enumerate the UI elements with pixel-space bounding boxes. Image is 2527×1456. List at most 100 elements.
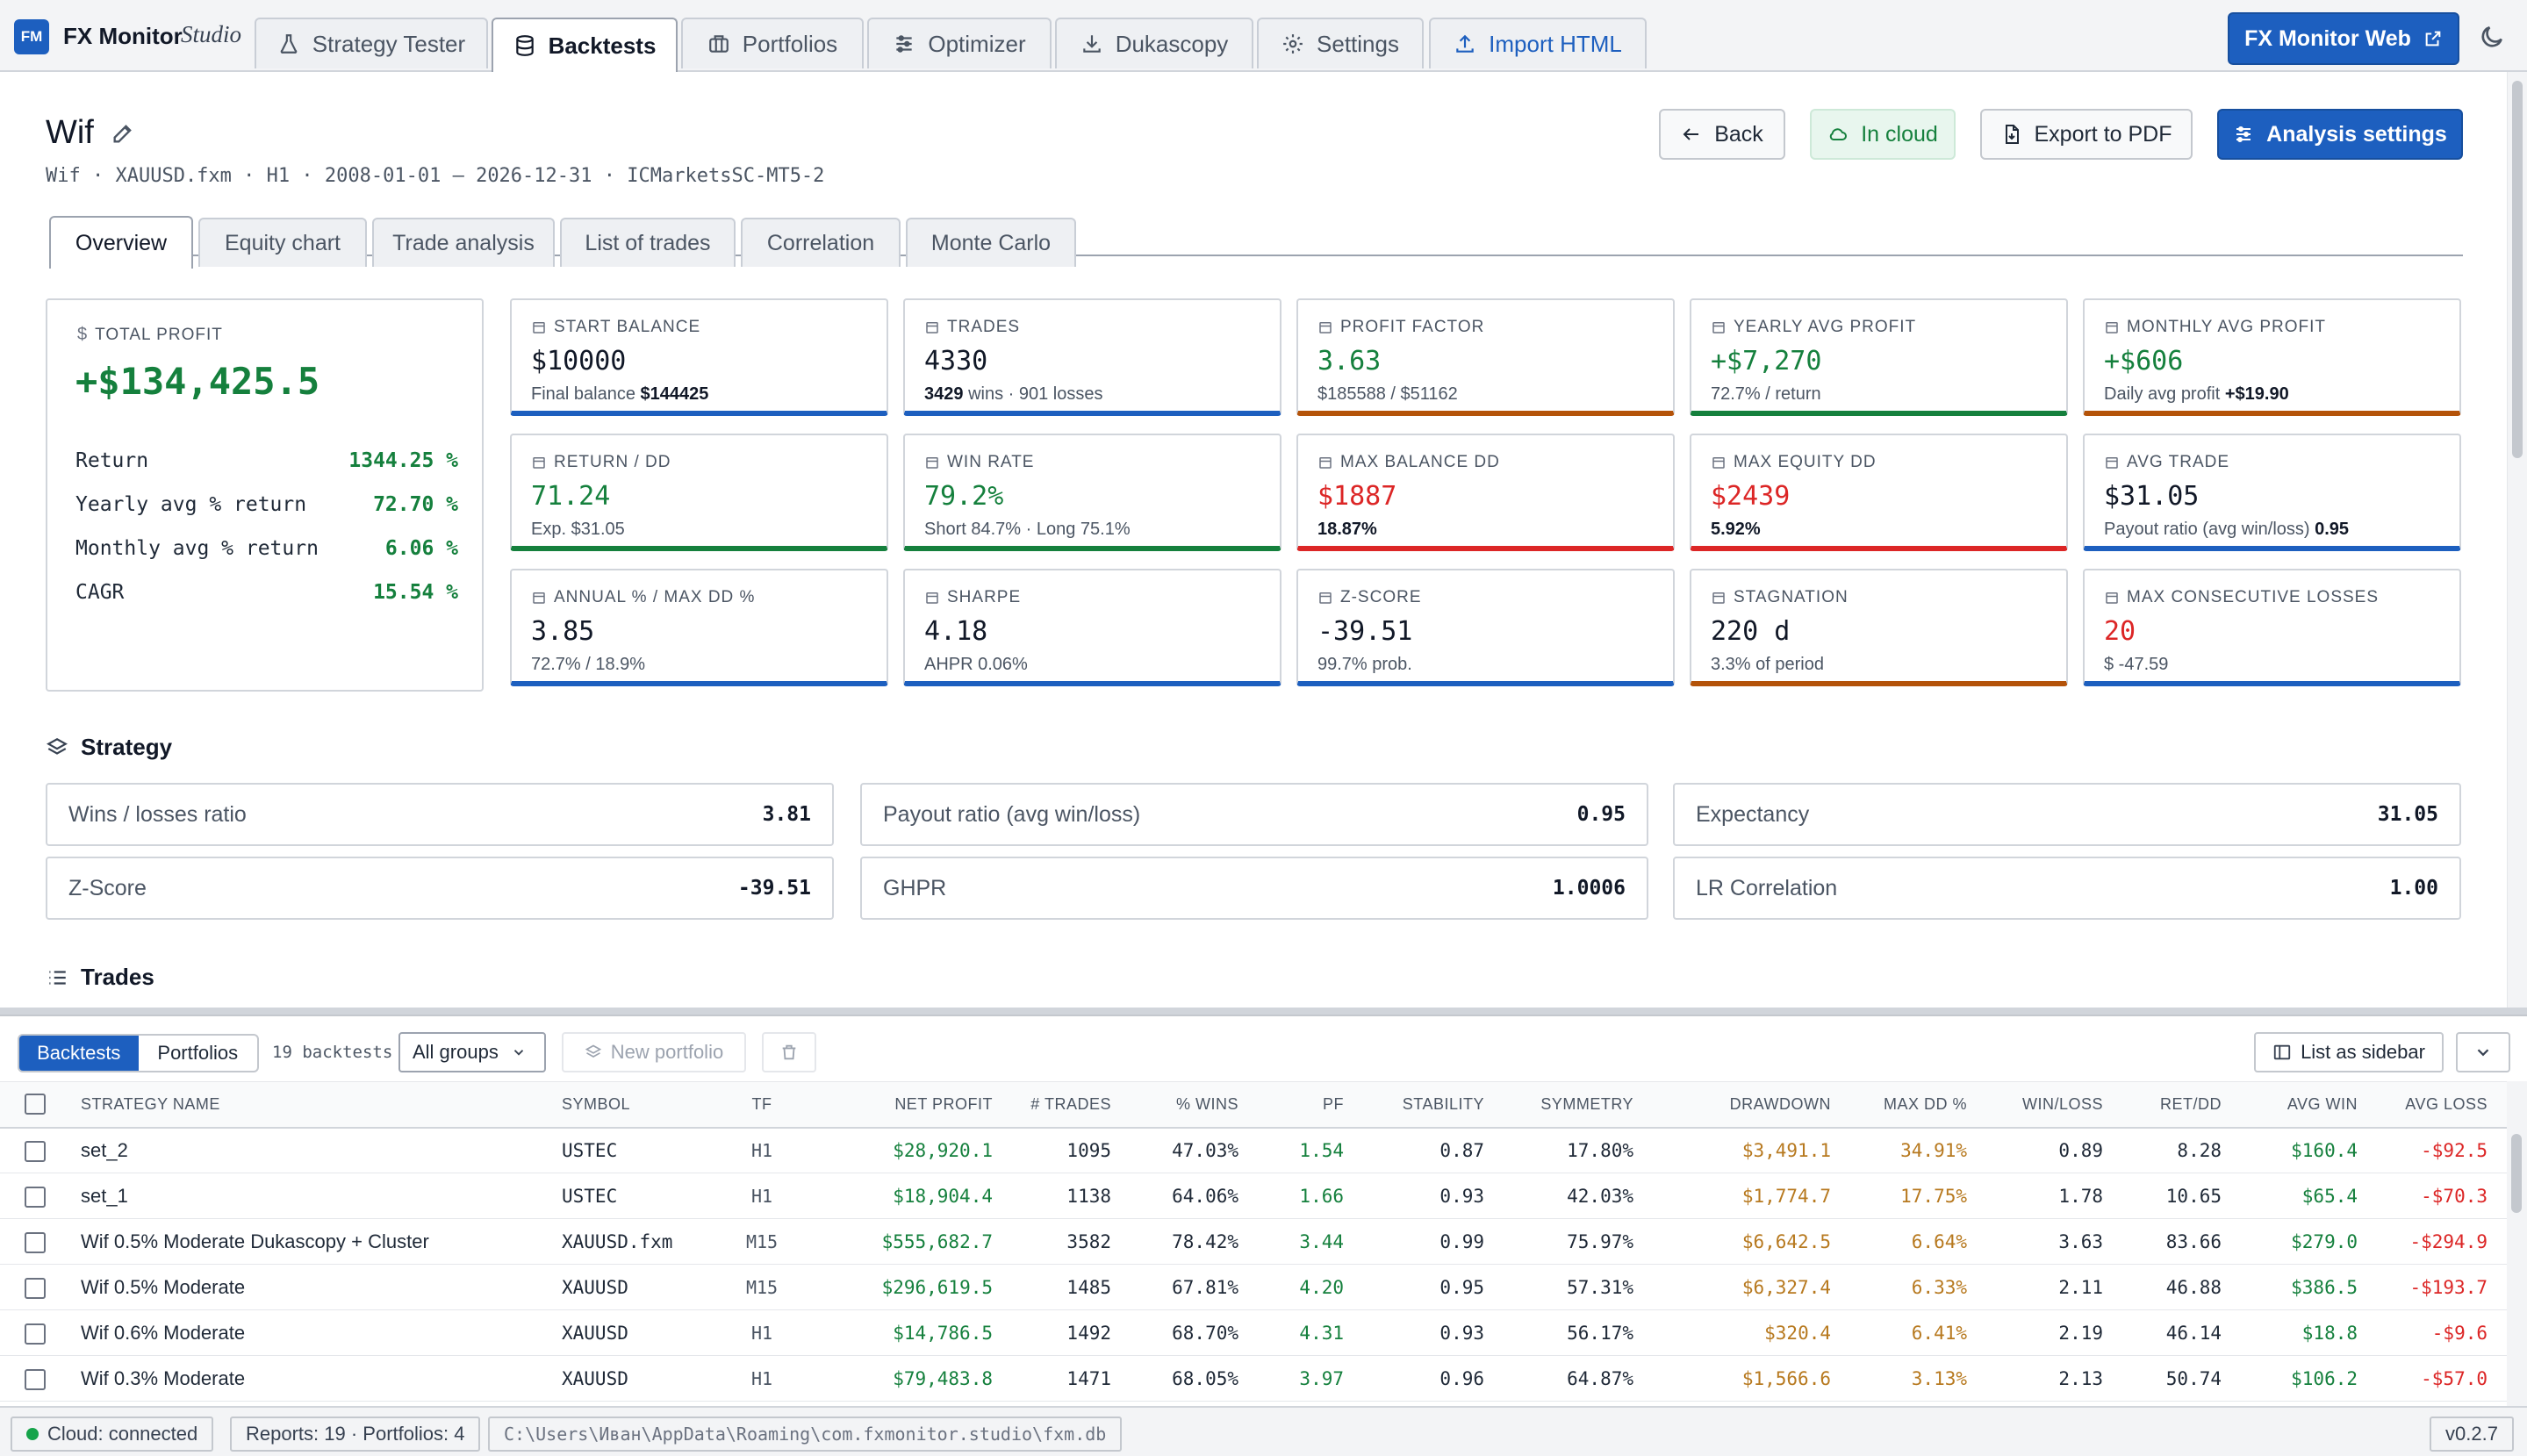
column-header[interactable]: WIN/LOSS bbox=[1986, 1081, 2122, 1129]
return-dd-card: RETURN / DD 71.24 Exp. $31.05 bbox=[510, 434, 888, 551]
table-row[interactable]: set_1 USTEC H1 $18,904.4 1138 64.06% 1.66 0.93 4… bbox=[0, 1173, 2507, 1219]
database-icon bbox=[515, 35, 534, 56]
column-header[interactable]: AVG LOSS bbox=[2377, 1081, 2507, 1129]
strategy-stat: Z-Score -39.51 bbox=[46, 857, 834, 920]
strategy-stat: LR Correlation 1.00 bbox=[1673, 857, 2461, 920]
tab-strategy-tester[interactable]: Strategy Tester bbox=[255, 18, 488, 68]
table-row[interactable]: set_2 USTEC H1 $28,920.1 1095 47.03% 1.54 0.87 1… bbox=[0, 1127, 2507, 1173]
table-cell: 17.75% bbox=[1850, 1173, 1986, 1219]
metric-value: 220 d bbox=[1711, 616, 1791, 647]
column-header[interactable]: MAX DD % bbox=[1850, 1081, 1986, 1129]
row-checkbox[interactable] bbox=[25, 1368, 46, 1390]
column-header[interactable]: STRATEGY NAME bbox=[70, 1081, 551, 1129]
metric-value: 4.18 bbox=[924, 616, 988, 647]
table-scrollbar[interactable] bbox=[2507, 1081, 2527, 1408]
page-title: Wif bbox=[46, 114, 94, 151]
subtab-monte-carlo[interactable]: Monte Carlo bbox=[906, 218, 1076, 267]
segment-backtests[interactable]: Backtests bbox=[19, 1036, 139, 1071]
metric-label: SHARPE bbox=[924, 588, 1021, 607]
tab-optimizer[interactable]: Optimizer bbox=[867, 18, 1052, 68]
metric-sub: 18.87% bbox=[1317, 520, 1377, 540]
fx-monitor-web-button[interactable]: FX Monitor Web bbox=[2228, 12, 2459, 65]
subtab-correlation[interactable]: Correlation bbox=[741, 218, 901, 267]
column-header[interactable]: SYMBOL bbox=[551, 1081, 727, 1129]
column-header[interactable]: STABILITY bbox=[1363, 1081, 1504, 1129]
strategy-stat-value: 3.81 bbox=[762, 803, 811, 826]
scrollbar-thumb[interactable] bbox=[2511, 1134, 2522, 1213]
app-subname: Studio bbox=[181, 21, 242, 47]
column-header[interactable]: SYMMETRY bbox=[1504, 1081, 1653, 1129]
table-cell: 56.17% bbox=[1504, 1309, 1653, 1356]
collapse-panel-button[interactable] bbox=[2456, 1032, 2510, 1072]
arrow-left-icon bbox=[1683, 128, 1699, 140]
list-as-sidebar-button[interactable]: List as sidebar bbox=[2254, 1032, 2444, 1072]
table-cell: 1.78 bbox=[1986, 1173, 2122, 1219]
table-row[interactable]: Wif 0.5% Moderate Dukascopy + Cluster XAU… bbox=[0, 1218, 2507, 1265]
table-cell: 3.97 bbox=[1258, 1355, 1363, 1402]
main-scrollbar[interactable] bbox=[2507, 72, 2527, 1008]
scrollbar-thumb[interactable] bbox=[2512, 81, 2523, 458]
column-header[interactable]: PF bbox=[1258, 1081, 1363, 1129]
select-all-checkbox[interactable] bbox=[25, 1094, 46, 1115]
tab-import-html[interactable]: Import HTML bbox=[1429, 18, 1647, 68]
column-header[interactable]: AVG WIN bbox=[2241, 1081, 2377, 1129]
panel-splitter[interactable] bbox=[0, 1008, 2527, 1016]
pencil-icon[interactable] bbox=[111, 121, 135, 146]
row-checkbox[interactable] bbox=[25, 1323, 46, 1345]
z-score-card: Z-SCORE -39.51 99.7% prob. bbox=[1296, 569, 1675, 686]
export-pdf-button[interactable]: Export to PDF bbox=[1980, 109, 2193, 160]
row-checkbox[interactable] bbox=[25, 1186, 46, 1208]
table-cell: 64.87% bbox=[1504, 1355, 1653, 1402]
metric-label: Z-SCORE bbox=[1317, 588, 1422, 607]
chart-icon bbox=[926, 592, 938, 604]
tab-backtests[interactable]: Backtests bbox=[492, 18, 678, 72]
back-button[interactable]: Back bbox=[1659, 109, 1785, 160]
column-header[interactable]: # TRADES bbox=[1012, 1081, 1131, 1129]
analysis-settings-button[interactable]: Analysis settings bbox=[2217, 109, 2463, 160]
moon-icon[interactable] bbox=[2478, 23, 2506, 51]
column-header[interactable]: NET PROFIT bbox=[797, 1081, 1012, 1129]
column-header[interactable]: DRAWDOWN bbox=[1653, 1081, 1850, 1129]
subtab-trade-analysis[interactable]: Trade analysis bbox=[372, 218, 555, 267]
new-portfolio-button[interactable]: New portfolio bbox=[562, 1032, 746, 1072]
table-row[interactable]: Wif 0.6% Moderate XAUUSD H1 $14,786.5 1492 68… bbox=[0, 1309, 2507, 1356]
tab-label: Optimizer bbox=[928, 30, 1026, 57]
subtab-overview[interactable]: Overview bbox=[49, 216, 193, 269]
tab-dukascopy[interactable]: Dukascopy bbox=[1055, 18, 1253, 68]
table-cell: M15 bbox=[727, 1264, 797, 1310]
subtab-list-of-trades[interactable]: List of trades bbox=[560, 218, 736, 267]
metric-sub-strong: 18.87% bbox=[1317, 520, 1377, 539]
column-header[interactable]: % WINS bbox=[1131, 1081, 1258, 1129]
pulse-icon bbox=[926, 322, 938, 334]
strategy-stat-label: Z-Score bbox=[68, 875, 147, 900]
tab-settings[interactable]: Settings bbox=[1257, 18, 1424, 68]
metric-sub-text: Daily avg profit bbox=[2104, 384, 2221, 404]
metric-value: 20 bbox=[2104, 616, 2136, 647]
subtab-equity-chart[interactable]: Equity chart bbox=[198, 218, 367, 267]
row-checkbox[interactable] bbox=[25, 1277, 46, 1299]
delete-button[interactable] bbox=[762, 1032, 816, 1072]
row-select-cell bbox=[0, 1127, 70, 1173]
segment-portfolios[interactable]: Portfolios bbox=[157, 1042, 239, 1064]
row-checkbox[interactable] bbox=[25, 1231, 46, 1253]
table-cell: 0.95 bbox=[1363, 1264, 1504, 1310]
sidebar-icon bbox=[2273, 1044, 2291, 1060]
table-cell: 42.03% bbox=[1504, 1173, 1653, 1219]
row-select-cell bbox=[0, 1264, 70, 1310]
web-button-label: FX Monitor Web bbox=[2244, 25, 2411, 51]
table-cell: H1 bbox=[727, 1127, 797, 1173]
backtests-table-wrap: STRATEGY NAME SYMBOL TF NET PROFIT # TRADES%… bbox=[0, 1081, 2507, 1408]
table-row[interactable]: Wif 0.5% Moderate XAUUSD M15 $296,619.5 1485… bbox=[0, 1264, 2507, 1310]
table-cell: 0.99 bbox=[1363, 1218, 1504, 1265]
column-header[interactable]: RET/DD bbox=[2122, 1081, 2241, 1129]
total-row-value: 1344.25 % bbox=[348, 449, 458, 472]
row-checkbox[interactable] bbox=[25, 1140, 46, 1162]
trend-down-icon bbox=[1712, 457, 1725, 469]
column-header[interactable]: TF bbox=[727, 1081, 797, 1129]
status-bar: Cloud: connected Reports: 19 · Portfolio… bbox=[0, 1406, 2527, 1456]
table-row[interactable]: Wif 0.3% Moderate XAUUSD H1 $79,483.8 1471 68… bbox=[0, 1355, 2507, 1402]
total-profit-card: $ TOTAL PROFIT +$134,425.5 Return 1344.25… bbox=[46, 298, 484, 692]
tab-portfolios[interactable]: Portfolios bbox=[681, 18, 864, 68]
groups-select[interactable]: All groups bbox=[398, 1032, 546, 1072]
trash-icon bbox=[782, 1044, 796, 1060]
